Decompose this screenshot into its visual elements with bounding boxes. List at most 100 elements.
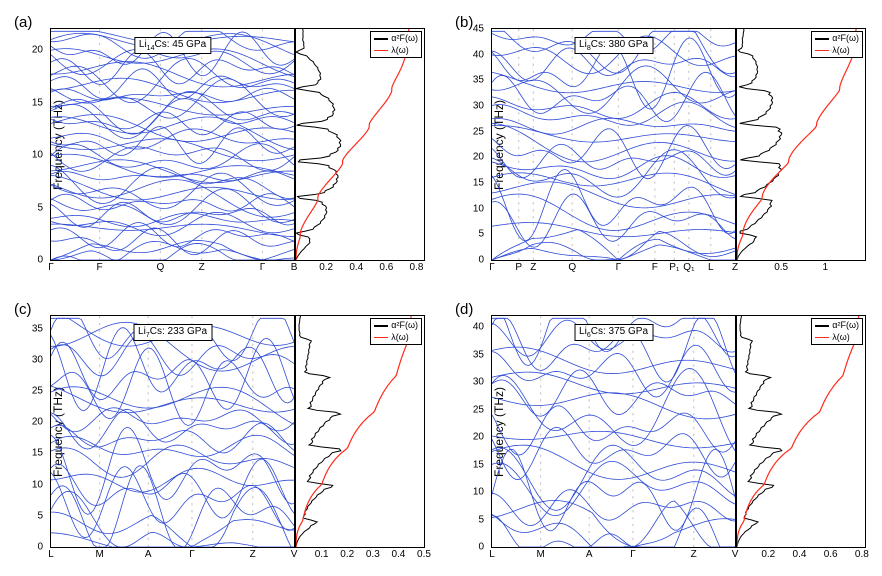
y-tick: 5 [478, 229, 484, 240]
legend: α²F(ω)λ(ω) [811, 318, 863, 345]
legend: α²F(ω)λ(ω) [370, 318, 422, 345]
hsp-label: Γ [630, 549, 636, 560]
spectral-x-tick: 0.3 [366, 549, 380, 560]
legend-item-alpha2f: α²F(ω) [815, 33, 859, 45]
spectral-x-tick: 0.2 [761, 549, 775, 560]
legend: α²F(ω)λ(ω) [370, 31, 422, 58]
spectral-x-tick: 0.1 [315, 549, 329, 560]
hsp-label: M [536, 549, 544, 560]
y-tick: 0 [478, 542, 484, 553]
y-tick: 20 [473, 432, 484, 443]
spectral-x-tick: 0.4 [391, 549, 405, 560]
y-tick: 35 [473, 349, 484, 360]
spectral-x-tick: 0.4 [349, 262, 363, 273]
hsp-label: Z [199, 262, 205, 273]
compound-title: Li8Cs: 380 GPa [574, 37, 653, 54]
spectral-x-tick: 0.8 [855, 549, 869, 560]
panel-c: (c) Frequency (THz)05101520253035LMAΓZVLi… [10, 297, 431, 566]
y-tick: 20 [473, 152, 484, 163]
y-tick: 10 [473, 203, 484, 214]
y-tick: 30 [473, 377, 484, 388]
hsp-label: Z [530, 262, 536, 273]
hsp-label: Z [250, 549, 256, 560]
y-tick: 10 [32, 150, 43, 161]
y-tick: 10 [32, 479, 43, 490]
panel-letter: (c) [14, 301, 32, 318]
y-tick: 25 [32, 385, 43, 396]
hsp-label: L [48, 549, 54, 560]
hsp-label: Q [568, 262, 576, 273]
compound-title: Li7Cs: 233 GPa [133, 324, 212, 341]
y-tick: 0 [37, 255, 43, 266]
hsp-label: Z [691, 549, 697, 560]
hsp-label: M [95, 549, 103, 560]
y-tick: 5 [37, 202, 43, 213]
hsp-label: Γ [48, 262, 54, 273]
y-tick: 20 [32, 45, 43, 56]
spectral-function-plot: α²F(ω)λ(ω)0.51 [736, 28, 866, 261]
panel-letter: (a) [14, 14, 32, 31]
y-tick: 10 [473, 487, 484, 498]
phonon-dispersion-plot: Frequency (THz)05101520ΓFQZΓBLi14Cs: 45 … [50, 28, 295, 261]
y-tick: 45 [473, 24, 484, 35]
hsp-label: L [489, 549, 495, 560]
hsp-label: L [708, 262, 714, 273]
y-tick: 20 [32, 417, 43, 428]
hsp-label: Γ [616, 262, 622, 273]
hsp-label: F [652, 262, 658, 273]
phonon-dispersion-plot: Frequency (THz)0510152025303540LMAΓZVLi6… [491, 315, 736, 548]
hsp-label: A [145, 549, 152, 560]
hsp-label: P [515, 262, 522, 273]
hsp-label: Q₁ [683, 262, 694, 273]
y-tick: 35 [473, 75, 484, 86]
hsp-label: P₁ [669, 262, 679, 273]
phonon-dispersion-plot: Frequency (THz)05101520253035LMAΓZVLi7Cs… [50, 315, 295, 548]
legend-item-lambda: λ(ω) [815, 45, 859, 57]
y-tick: 0 [37, 542, 43, 553]
hsp-label: Q [156, 262, 164, 273]
spectral-x-tick: 0.6 [379, 262, 393, 273]
y-tick: 25 [473, 404, 484, 415]
y-tick: 5 [478, 514, 484, 525]
legend-item-alpha2f: α²F(ω) [815, 320, 859, 332]
legend-item-alpha2f: α²F(ω) [374, 33, 418, 45]
hsp-label: Γ [189, 549, 195, 560]
spectral-x-tick: 0.8 [410, 262, 424, 273]
y-tick: 40 [473, 49, 484, 60]
legend-item-alpha2f: α²F(ω) [374, 320, 418, 332]
compound-title: Li6Cs: 375 GPa [574, 324, 653, 341]
panel-b: (b) Frequency (THz)051015202530354045ΓPZQ… [451, 10, 872, 279]
y-tick: 5 [37, 510, 43, 521]
spectral-x-tick: 0.6 [824, 549, 838, 560]
panel-letter: (d) [455, 301, 473, 318]
y-tick: 15 [473, 459, 484, 470]
spectral-x-tick: 0.4 [793, 549, 807, 560]
y-tick: 40 [473, 322, 484, 333]
y-tick: 15 [32, 97, 43, 108]
spectral-x-tick: 0.2 [340, 549, 354, 560]
spectral-function-plot: α²F(ω)λ(ω)0.10.20.30.40.5 [295, 315, 425, 548]
legend: α²F(ω)λ(ω) [811, 31, 863, 58]
hsp-label: Γ [260, 262, 266, 273]
spectral-x-tick: 1 [823, 262, 829, 273]
phonon-dispersion-plot: Frequency (THz)051015202530354045ΓPZQΓFP… [491, 28, 736, 261]
spectral-x-tick: 0.5 [417, 549, 431, 560]
hsp-label: Γ [489, 262, 495, 273]
spectral-x-tick: 0.2 [319, 262, 333, 273]
y-tick: 0 [478, 255, 484, 266]
y-tick: 15 [32, 448, 43, 459]
hsp-label: A [586, 549, 593, 560]
y-tick: 30 [473, 101, 484, 112]
legend-item-lambda: λ(ω) [374, 45, 418, 57]
y-tick: 35 [32, 323, 43, 334]
spectral-x-tick: 0.5 [774, 262, 788, 273]
y-tick: 25 [473, 126, 484, 137]
panel-letter: (b) [455, 14, 473, 31]
spectral-function-plot: α²F(ω)λ(ω)0.20.40.60.8 [736, 315, 866, 548]
legend-item-lambda: λ(ω) [374, 332, 418, 344]
spectral-function-plot: α²F(ω)λ(ω)0.20.40.60.8 [295, 28, 425, 261]
legend-item-lambda: λ(ω) [815, 332, 859, 344]
compound-title: Li14Cs: 45 GPa [134, 37, 211, 54]
y-tick: 30 [32, 354, 43, 365]
panel-a: (a) Frequency (THz)05101520ΓFQZΓBLi14Cs: … [10, 10, 431, 279]
